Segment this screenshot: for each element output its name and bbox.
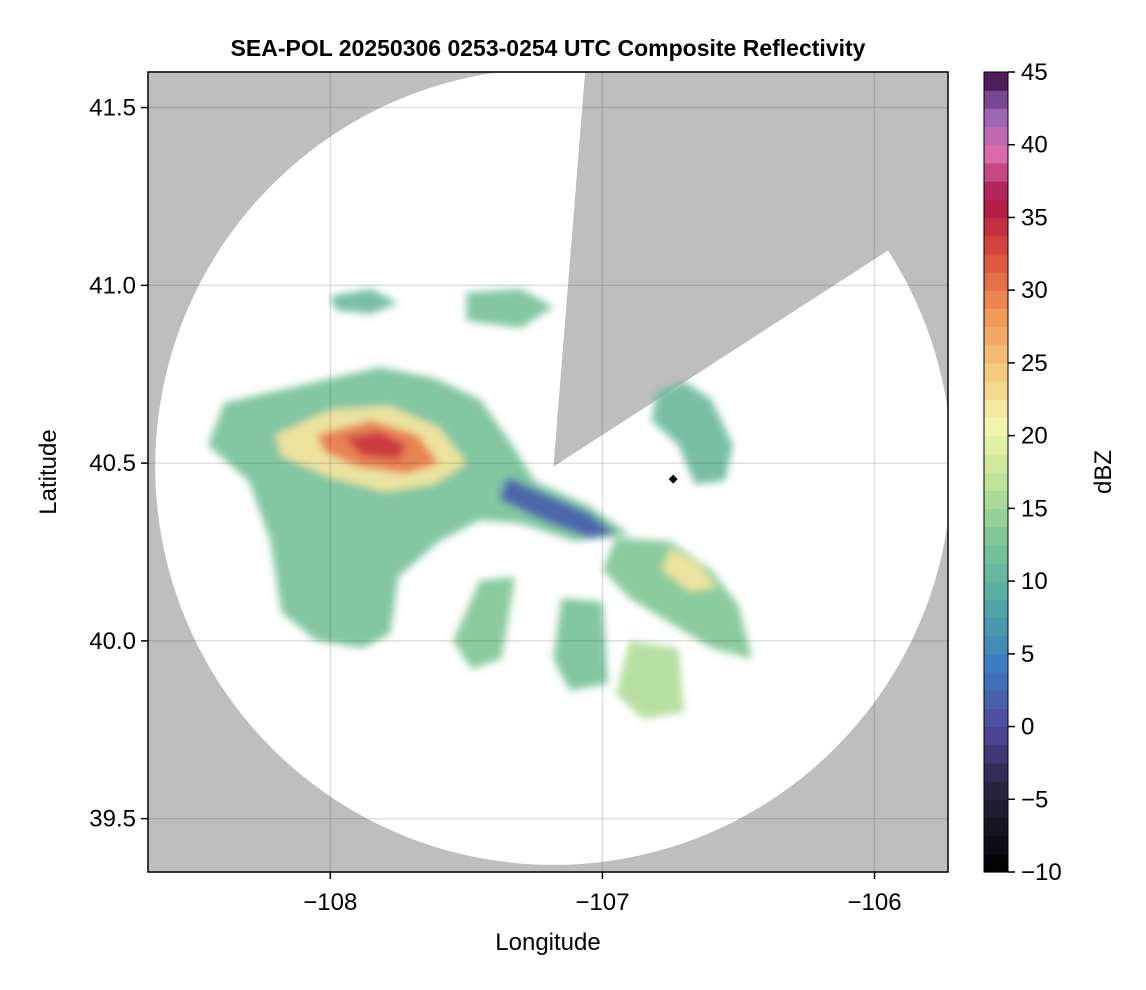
- colorbar: [983, 71, 1009, 873]
- colorbar-segment: [984, 72, 1008, 91]
- colorbar-tick-label: −5: [1021, 786, 1048, 813]
- colorbar-segment: [984, 581, 1008, 600]
- colorbar-segment: [984, 199, 1008, 219]
- echo-south-spoke-1: [452, 576, 516, 670]
- colorbar-label: dBZ: [1090, 450, 1117, 494]
- colorbar-segment: [984, 544, 1008, 564]
- colorbar-segment: [984, 217, 1008, 237]
- colorbar-segment: [984, 635, 1008, 655]
- blocked-sector: [553, 72, 948, 467]
- colorbar-segment: [984, 726, 1008, 746]
- colorbar-tick-label: 40: [1021, 132, 1048, 159]
- colorbar-tick-label: −10: [1021, 859, 1062, 886]
- colorbar-segment: [984, 126, 1008, 146]
- colorbar-segment: [984, 781, 1008, 800]
- colorbar-frame: [983, 71, 1009, 873]
- echo-northwest-core-peak: [343, 431, 407, 460]
- colorbar-segment: [984, 144, 1008, 164]
- x-tick-label: −106: [847, 889, 901, 916]
- colorbar-segment: [984, 762, 1008, 782]
- x-axis-label: Longitude: [495, 929, 600, 956]
- colorbar-segment: [984, 362, 1008, 382]
- x-tick-label: −107: [575, 889, 629, 916]
- colorbar-tick-label: 25: [1021, 350, 1048, 377]
- colorbar-tick-label: 30: [1021, 277, 1048, 304]
- colorbar-segment: [984, 708, 1008, 728]
- colorbar-segment: [984, 526, 1008, 546]
- colorbar-segment: [984, 653, 1008, 673]
- colorbar-segment: [984, 508, 1008, 528]
- grid-lines: [148, 72, 948, 872]
- colorbar-segment: [984, 308, 1008, 328]
- colorbar-tick-label: 45: [1021, 59, 1048, 86]
- y-tick-label: 40.0: [89, 628, 136, 655]
- y-tick-label: 40.5: [89, 450, 136, 477]
- colorbar-segment: [984, 853, 1008, 873]
- echo-north-fragments: [330, 288, 399, 314]
- colorbar-segment: [984, 344, 1008, 364]
- x-axis-ticks: −108 −107 −106: [303, 872, 902, 916]
- echo-southeast-moderate: [662, 548, 717, 592]
- colorbar-segment: [984, 181, 1008, 200]
- echo-south-spoke-2: [553, 598, 608, 691]
- colorbar-tick-label: 5: [1021, 641, 1034, 668]
- colorbar-segment: [984, 744, 1008, 764]
- echo-southeast-echo: [602, 537, 753, 659]
- colorbar-segment: [984, 617, 1008, 637]
- colorbar-segment: [984, 435, 1008, 455]
- y-tick-label: 41.0: [89, 272, 136, 299]
- x-tick-label: −108: [303, 889, 357, 916]
- echo-south-spoke-3: [616, 640, 685, 720]
- location-marker: [668, 474, 678, 484]
- echo-east-edge-band: [499, 477, 616, 538]
- colorbar-segment: [984, 417, 1008, 437]
- colorbar-segment: [984, 799, 1008, 819]
- plot-frame: [147, 71, 949, 873]
- colorbar-segment: [984, 472, 1008, 491]
- colorbar-segment: [984, 162, 1008, 182]
- colorbar-segment: [984, 399, 1008, 419]
- y-axis-label: Latitude: [35, 429, 62, 514]
- colorbar-segment: [984, 272, 1008, 291]
- colorbar-tick-label: 0: [1021, 714, 1034, 741]
- y-axis-ticks: 39.5 40.0 40.5 41.0 41.5: [89, 95, 148, 833]
- reflectivity-echoes: [207, 288, 753, 720]
- colorbar-tick-label: 35: [1021, 204, 1048, 231]
- colorbar-segment: [984, 326, 1008, 346]
- colorbar-segment: [984, 817, 1008, 837]
- colorbar-segment: [984, 453, 1008, 473]
- echo-north-fragments-2: [466, 288, 554, 328]
- colorbar-segment: [984, 108, 1008, 128]
- colorbar-ticks: −10 −5 0 5 10 15 20 25 30 35 40 45: [1008, 59, 1062, 886]
- colorbar-segment: [984, 562, 1008, 582]
- colorbar-tick-label: 10: [1021, 568, 1048, 595]
- colorbar-segment: [984, 835, 1008, 855]
- colorbar-segment: [984, 690, 1008, 709]
- colorbar-segment: [984, 235, 1008, 255]
- colorbar-segment: [984, 381, 1008, 400]
- colorbar-segment: [984, 90, 1008, 109]
- colorbar-segment: [984, 672, 1008, 691]
- plot-area: [148, 72, 948, 872]
- echo-northeast-cell: [651, 381, 733, 485]
- y-tick-label: 39.5: [89, 806, 136, 833]
- colorbar-segment: [984, 599, 1008, 619]
- colorbar-tick-label: 20: [1021, 423, 1048, 450]
- colorbar-segment: [984, 490, 1008, 509]
- y-tick-label: 41.5: [89, 95, 136, 122]
- colorbar-segment: [984, 290, 1008, 309]
- chart-title: SEA-POL 20250306 0253-0254 UTC Composite…: [231, 35, 866, 61]
- colorbar-tick-label: 15: [1021, 495, 1048, 522]
- colorbar-segment: [984, 253, 1008, 273]
